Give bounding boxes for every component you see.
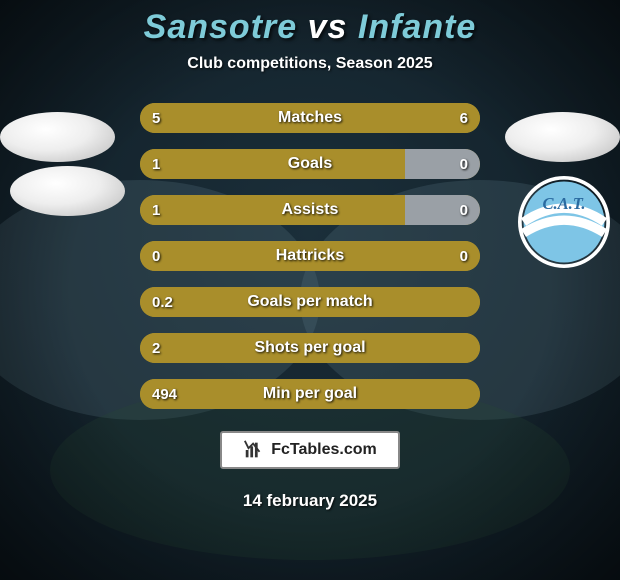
subtitle: Club competitions, Season 2025 [187, 55, 432, 73]
club-crest: C.A.T. [518, 176, 610, 268]
stats-bars: Matches56 Goals10 Assists10 Hattricks00 Goal… [140, 103, 480, 409]
stat-row: Min per goal494 [140, 379, 480, 409]
stat-row: Hattricks00 [140, 241, 480, 271]
svg-text:C.A.T.: C.A.T. [542, 194, 585, 213]
stat-row: Shots per goal2 [140, 333, 480, 363]
player1-badge-top [0, 112, 115, 162]
stat-row: Assists10 [140, 195, 480, 225]
title-player2: Infante [358, 8, 476, 46]
player1-badge-bottom [10, 166, 125, 216]
brand-text: FcTables.com [271, 441, 377, 459]
page-title: Sansotre vs Infante [144, 8, 477, 47]
stat-row: Goals per match0.2 [140, 287, 480, 317]
title-player1: Sansotre [144, 8, 298, 46]
date-text: 14 february 2025 [243, 491, 377, 511]
title-vs: vs [308, 8, 348, 46]
chart-icon [243, 439, 265, 461]
stat-row: Goals10 [140, 149, 480, 179]
brand-badge: FcTables.com [220, 431, 400, 469]
player2-badge [505, 112, 620, 162]
stat-row: Matches56 [140, 103, 480, 133]
